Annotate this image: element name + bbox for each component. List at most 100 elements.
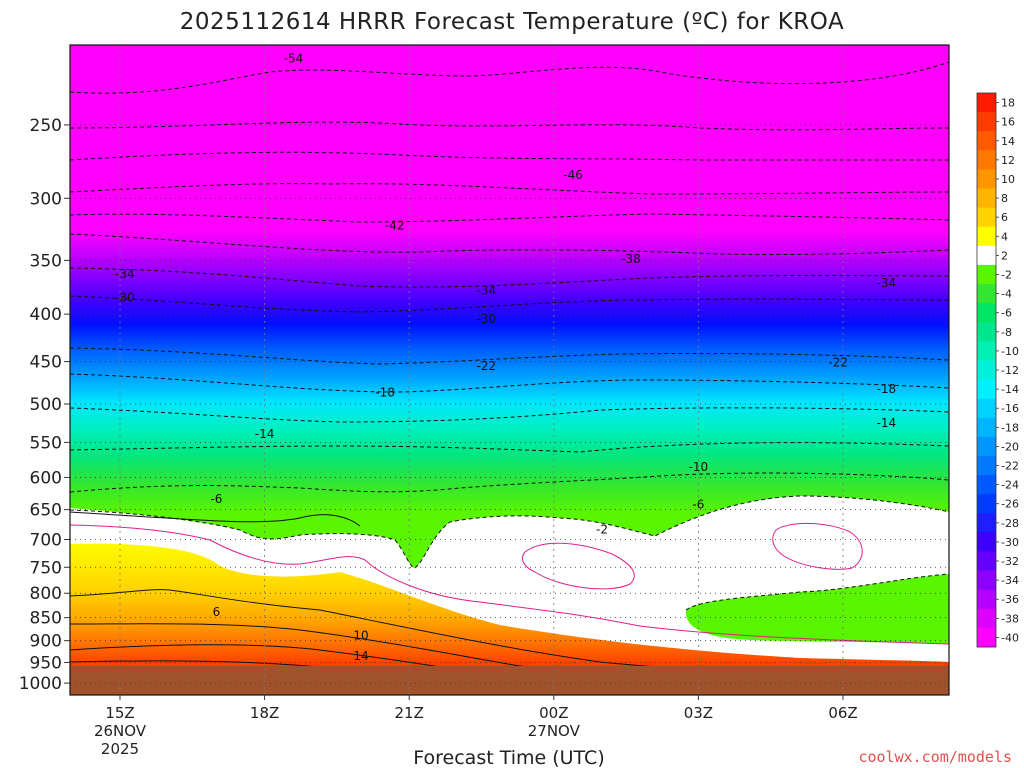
x-tick-label: 06Z [828,704,857,722]
grid [70,45,949,695]
contour-label-text: -46 [563,168,583,182]
contour-label-text: -14 [255,427,275,441]
colorbar-label: 12 [1001,154,1015,167]
colorbar-swatch [977,303,996,323]
colorbar-label: 16 [1001,116,1015,129]
contour-label-text: -14 [877,416,897,430]
isotherm-contour [70,233,949,256]
colorbar-swatch [977,322,996,342]
plot-area: -54-54-50-46-46-42-38-38-34-34-34-30-30-… [70,45,1024,695]
colorbar-label: 2 [1001,249,1008,262]
contour-label: -6 [210,492,222,506]
contour-label-text: -54 [1016,110,1024,124]
colorbar-label: -30 [1001,536,1019,549]
isotherm-contour [70,151,949,161]
contour-label: -2 [596,523,608,537]
contour-label-text: -34 [477,283,497,297]
lower-green-region [685,574,949,644]
contour-label-text: -10 [689,460,709,474]
contour-label: -30 [477,312,497,326]
colorbar: 18 16 14 12 10 8 6 4 2 -2 -4 -6 -8 -10 -12 -14 -16 -18 -20… [976,92,1019,648]
colorbar-label: -16 [1001,402,1019,415]
colorbar-label: 4 [1001,230,1008,243]
contour-label-text: -2 [596,523,608,537]
y-tick-label: 600 [30,468,62,488]
contour-label-text: -34 [115,267,135,281]
colorbar-swatch [977,627,996,648]
isotherm-contour [685,573,949,611]
colorbar-label: -4 [1001,288,1012,301]
colorbar-swatch [977,417,996,438]
isotherm-contour [70,347,949,365]
isotherm-contour [70,183,949,195]
colorbar-label: -40 [1001,631,1019,644]
contour-label: -30 [115,291,135,305]
colorbar-swatch [977,188,996,208]
y-tick-label: 700 [30,530,62,550]
x-tick-label: 03Z [684,704,713,722]
colorbar-swatch [977,245,996,266]
colorbar-label: -24 [1001,479,1019,492]
colorbar-swatch [977,112,996,132]
contour-label-text: 10 [353,628,368,642]
colorbar-label: -36 [1001,593,1019,606]
contour-label-text: -38 [621,252,641,266]
contour-label-text: 6 [213,605,221,619]
colorbar-label: 8 [1001,192,1008,205]
isotherm-contour [522,542,635,590]
colorbar-swatch [977,513,996,533]
contour-label-text: -6 [692,498,704,512]
colorbar-swatch [977,150,996,170]
contour-label: -6 [692,498,704,512]
colorbar-label: -38 [1001,612,1019,625]
isotherm-contour [70,495,949,569]
isotherm-contour [70,472,949,493]
colorbar-label: -26 [1001,498,1019,511]
contour-label: -14 [877,416,897,430]
y-tick-label: 250 [30,116,62,136]
contour-label: -10 [689,460,709,474]
x-tick-year: 2025 [101,740,139,758]
colorbar-label: -34 [1001,574,1019,587]
contour-label: -34 [477,283,497,297]
colorbar-swatch [977,93,996,113]
y-tick-label: 500 [30,395,62,415]
chart-title: 2025112614 HRRR Forecast Temperature (ºC… [180,9,844,35]
contour-label-text: -22 [477,359,497,373]
colorbar-swatch [977,379,996,399]
colorbar-swatch [977,455,996,476]
colorbar-swatch [977,551,996,571]
y-tick-label: 1000 [19,674,62,694]
colorbar-label: 14 [1001,135,1015,148]
contour-label-text: -34 [877,276,897,290]
isotherm-contour [70,373,949,393]
x-tick-label: 15Z [105,704,134,722]
colorbar-label: -20 [1001,440,1019,453]
contour-label: 10 [353,628,368,642]
colorbar-swatch [977,398,996,419]
contour-label-text: -18 [375,386,395,400]
colorbar-label: 6 [1001,211,1008,224]
colorbar-swatch [977,284,996,304]
contour-label: -18 [375,386,395,400]
contour-label-text: -30 [115,291,135,305]
y-tick-label: 350 [30,251,62,271]
colorbar-swatch [977,226,996,247]
y-tick-label: 650 [30,501,62,521]
contour-label-text: -22 [828,355,848,369]
y-tick-label: 950 [30,653,62,673]
contour-label: -34 [877,276,897,290]
contour-label-text: 14 [353,649,368,663]
colorbar-swatch [977,436,996,457]
x-tick-date: 26NOV [94,722,147,740]
colorbar-swatch [977,589,996,610]
isotherm-contour [70,295,949,313]
colorbar-swatch [977,570,996,590]
colorbar-label: -22 [1001,460,1019,473]
contour-label-text: -54 [284,52,304,66]
colorbar-swatch [977,207,996,228]
colorbar-label: -18 [1001,421,1019,434]
isotherm-contour [70,524,949,645]
colorbar-label: -10 [1001,345,1019,358]
